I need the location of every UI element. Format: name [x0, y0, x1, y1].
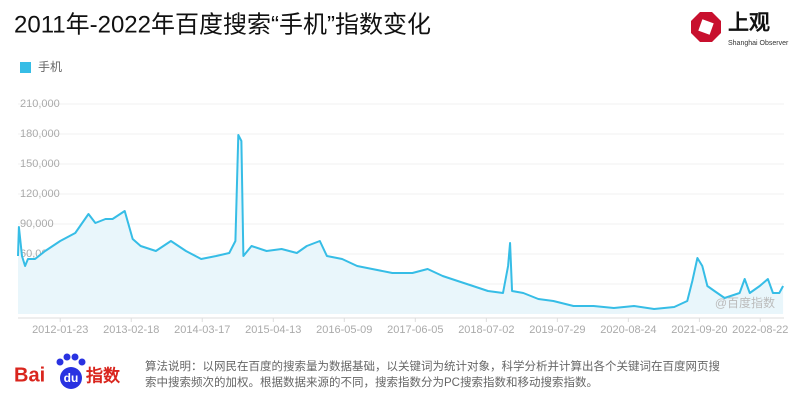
logo-subtext: Shanghai Observer	[728, 40, 789, 47]
note-line: 算法说明：以网民在百度的搜索量为数据基础，以关键词为统计对象，科学分析并计算出各…	[145, 359, 720, 373]
source-logo-paw	[71, 353, 79, 361]
y-tick-label: 90,000	[20, 218, 54, 230]
x-tick-label: 2013-02-18	[103, 324, 159, 336]
x-tick-label: 2012-01-23	[32, 324, 88, 336]
watermark: @百度指数	[715, 295, 775, 310]
source-logo-paw	[60, 367, 82, 389]
source-logo-text: Bai	[14, 364, 45, 386]
x-tick-label: 2019-07-29	[529, 324, 585, 336]
y-tick-label: 120,000	[20, 188, 60, 200]
note-line: 索中搜索频次的加权。根据数据来源的不同，搜索指数分为PC搜索指数和移动搜索指数。	[145, 375, 598, 389]
logo-mark-inner	[698, 19, 714, 35]
y-tick-label: 150,000	[20, 158, 60, 170]
source-logo-text: 指数	[86, 365, 121, 385]
x-tick-label: 2018-07-02	[458, 324, 514, 336]
x-tick-label: 2015-04-13	[245, 324, 301, 336]
source-logo-paw	[56, 358, 64, 366]
legend-label: 手机	[38, 60, 62, 74]
logo-text: 上观	[728, 12, 770, 35]
x-tick-label: 2021-09-20	[671, 324, 727, 336]
area	[18, 135, 784, 314]
logo: 上观 Shanghai Observer	[691, 12, 789, 47]
y-tick-label: 210,000	[20, 98, 60, 110]
plot-area: 30,00060,00090,000120,000150,000180,0002…	[17, 98, 788, 336]
x-tick-label: 2014-03-17	[174, 324, 230, 336]
chart-title: 2011年-2022年百度搜索“手机”指数变化	[14, 11, 431, 38]
x-tick-label: 2020-08-24	[600, 324, 656, 336]
source-logo-paw	[78, 358, 86, 366]
x-tick-label: 2017-06-05	[387, 324, 443, 336]
x-tick-label: 2016-05-09	[316, 324, 372, 336]
line	[17, 134, 784, 310]
source-logo-paw	[63, 353, 71, 361]
source-logo-text: du	[64, 371, 79, 385]
source-logo: Bai du 指数	[14, 353, 121, 389]
legend-swatch	[20, 62, 31, 73]
x-tick-label: 2022-08-22	[732, 324, 788, 336]
y-tick-label: 180,000	[20, 128, 60, 140]
